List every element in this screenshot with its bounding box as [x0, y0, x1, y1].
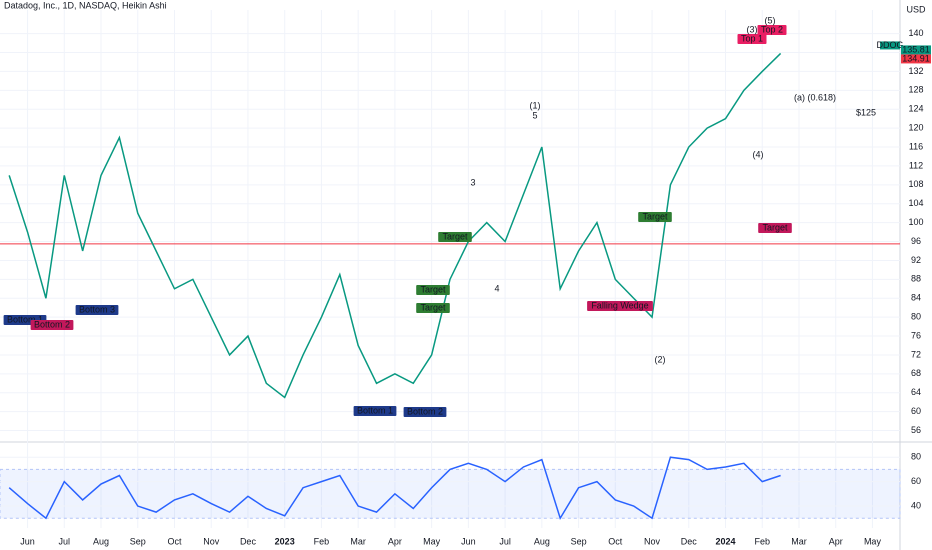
- annotation: (2): [655, 354, 666, 364]
- annotation-box: [416, 303, 450, 313]
- symbol-tag: [880, 41, 900, 50]
- y-tick-label: 120: [908, 123, 923, 133]
- y-tick-label: 132: [908, 66, 923, 76]
- x-tick-label: Mar: [350, 536, 366, 546]
- annotation: (1): [530, 100, 541, 110]
- chart-title: Datadog, Inc., 1D, NASDAQ, Heikin Ashi: [4, 0, 167, 10]
- y-tick-label: 116: [909, 141, 923, 151]
- y-tick-label: 124: [908, 104, 923, 114]
- annotation-box: [30, 320, 74, 330]
- annotation-box: [75, 305, 119, 315]
- y-tick-label: 112: [909, 160, 923, 170]
- symbol-label: DDOG: [877, 40, 904, 50]
- annotation: 5: [532, 110, 537, 120]
- annotation: Top 1: [741, 33, 763, 43]
- x-tick-label: Mar: [791, 536, 807, 546]
- y-tick-label: 80: [911, 312, 921, 322]
- y-tick-label: 76: [911, 330, 921, 340]
- x-tick-label: Jun: [461, 536, 476, 546]
- x-tick-label: Aug: [93, 536, 109, 546]
- x-tick-label: Jul: [499, 536, 511, 546]
- x-tick-label: Oct: [167, 536, 182, 546]
- x-tick-label: Feb: [314, 536, 330, 546]
- y-tick-label: 108: [908, 179, 923, 189]
- y-tick-label: 100: [908, 217, 923, 227]
- annotation-box: [757, 25, 787, 35]
- y-tick-label: 96: [911, 236, 921, 246]
- x-tick-label: Dec: [681, 536, 698, 546]
- x-tick-label: Oct: [608, 536, 623, 546]
- annotation-box: [438, 232, 472, 242]
- x-tick-label: Feb: [754, 536, 770, 546]
- x-tick-label: May: [423, 536, 441, 546]
- annotation: Falling Wedge: [591, 300, 648, 310]
- y-tick-label: 68: [911, 368, 921, 378]
- y-tick-label: 72: [911, 349, 921, 359]
- y-tick-label: 128: [908, 85, 923, 95]
- annotation: Target: [442, 231, 468, 241]
- annotation-box: [353, 406, 397, 416]
- price-line: [8, 456, 781, 521]
- y-tick-label: 88: [911, 274, 921, 284]
- y-tick-label: 60: [911, 406, 921, 416]
- x-tick-label: Aug: [534, 536, 550, 546]
- annotation: Top 2: [761, 24, 783, 34]
- annotation-box: [416, 285, 450, 295]
- price-tag-label: 135.81: [902, 44, 930, 54]
- x-tick-label: Nov: [203, 536, 220, 546]
- annotation: Bottom 2: [34, 319, 70, 329]
- x-tick-label: 2024: [715, 536, 735, 546]
- x-tick-label: May: [864, 536, 882, 546]
- annotation: Target: [642, 211, 668, 221]
- x-tick-label: Nov: [644, 536, 661, 546]
- annotation: Bottom 2: [407, 406, 443, 416]
- x-tick-label: Apr: [829, 536, 843, 546]
- annotation: (a) (0.618): [794, 92, 836, 102]
- annotation-box: [737, 34, 767, 44]
- y-tick-label: 92: [911, 255, 921, 265]
- x-tick-label: Apr: [388, 536, 402, 546]
- y-tick-label: 104: [908, 198, 923, 208]
- price-line: [8, 52, 782, 399]
- price-tag: [901, 54, 931, 64]
- annotation: (4): [753, 149, 764, 159]
- annotation: Target: [420, 302, 446, 312]
- annotation-box: [403, 407, 447, 417]
- annotation-box: [758, 223, 792, 233]
- x-tick-label: Sep: [130, 536, 146, 546]
- annotation: (3): [747, 24, 758, 34]
- annotation-box: [587, 301, 653, 311]
- y-tick-label: 140: [908, 28, 923, 38]
- y-tick-label: 40: [911, 500, 921, 510]
- annotation: $125: [856, 107, 876, 117]
- x-tick-label: Jul: [59, 536, 71, 546]
- annotation: Target: [762, 222, 788, 232]
- x-tick-label: Jun: [20, 536, 35, 546]
- annotation: Bottom 1: [357, 405, 393, 415]
- x-tick-label: 2023: [275, 536, 295, 546]
- y-tick-label: 80: [911, 452, 921, 462]
- annotation: 3: [470, 177, 475, 187]
- y-tick-label: 64: [911, 387, 921, 397]
- y-tick-label: 60: [911, 476, 921, 486]
- y-tick-label: 56: [911, 425, 921, 435]
- annotation: (5): [765, 15, 776, 25]
- annotation: Target: [420, 284, 446, 294]
- y-tick-label: 84: [911, 293, 921, 303]
- price-tag-label: 134.91: [902, 53, 930, 63]
- annotation: Bottom 1: [7, 314, 43, 324]
- price-tag: [901, 45, 931, 55]
- annotation: Bottom 3: [79, 304, 115, 314]
- x-tick-label: Sep: [571, 536, 587, 546]
- currency: USD: [906, 4, 926, 14]
- rsi-band: [0, 468, 901, 519]
- annotation-box: [638, 212, 672, 222]
- annotation: 4: [494, 283, 499, 293]
- x-tick-label: Dec: [240, 536, 257, 546]
